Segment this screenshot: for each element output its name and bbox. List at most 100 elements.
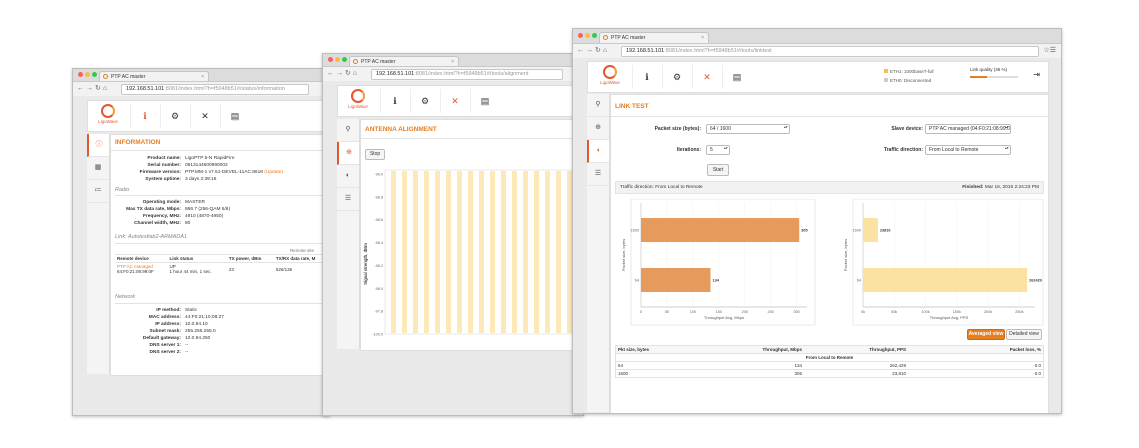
page-content: LigoWave ℹ ⚙ ✕ ▤ ⚲ ⊕ ◐ ☰ ANTENNA ALIGNME…	[323, 81, 583, 415]
star-menu-icon[interactable]: ☆☰	[1043, 47, 1056, 54]
signal-bar	[501, 171, 506, 333]
browser-tab[interactable]: PTP AC master ×	[99, 71, 209, 81]
device-icon[interactable]: ▤	[470, 89, 499, 113]
packet-size-select[interactable]: 64 / 1600	[706, 124, 790, 134]
information-icon[interactable]: ⓘ	[87, 134, 109, 157]
url-field[interactable]: 192.168.51.101:8081/index.html?h=f5948b5…	[121, 84, 309, 95]
x-axis-label: Throughput Avg, Mbps	[704, 315, 744, 320]
nav-buttons[interactable]: ←→↻⌂	[77, 85, 110, 92]
gear-icon[interactable]: ⚙	[410, 89, 439, 113]
table-row[interactable]: PTP AC managed 64:F0:21:08:99:0F UP 1 hour…	[117, 264, 293, 274]
sidebar: ⚲ ⊕ ◐ ☰	[587, 94, 610, 412]
browser-tab[interactable]: PTP AC master ×	[599, 32, 709, 43]
sidebar: ⚲ ⊕ ◐ ☰	[337, 119, 360, 349]
signal-bar	[523, 171, 528, 333]
x-tick-label: 150k	[953, 310, 961, 314]
close-tab-icon[interactable]: ×	[701, 35, 704, 41]
alignment-icon[interactable]: ⊕	[587, 117, 609, 140]
detailed-view-button[interactable]: Detailed view	[1006, 329, 1042, 340]
search-icon[interactable]: ⚲	[587, 94, 609, 117]
category-label: 64	[857, 278, 861, 282]
page-title: INFORMATION	[115, 139, 161, 146]
y-axis-label: Packet size, bytes	[621, 239, 626, 271]
table-row[interactable]: 1600 305 23,810 0.0	[615, 369, 1044, 378]
gear-icon[interactable]: ⚙	[662, 65, 691, 89]
info-panel: INFORMATION Product name: LigoPTP 5-N Rap…	[110, 134, 329, 376]
data-label: 305	[801, 229, 807, 233]
logo-icon	[351, 89, 365, 103]
signal-bar	[413, 171, 418, 333]
favicon-icon	[103, 74, 108, 79]
network-info: IP method: Static MAC address: 44:F0:21:10…	[142, 308, 224, 355]
bandwidth-icon[interactable]: ☰	[587, 163, 609, 186]
stop-button[interactable]: Stop	[365, 149, 385, 160]
device-info: Product name: LigoPTP 5-N RapidFire Seria…	[139, 156, 283, 182]
tools-icon[interactable]: ✕	[692, 65, 721, 89]
tab-strip: PTP AC master ×	[73, 69, 329, 82]
search-icon[interactable]: ⚲	[337, 119, 359, 142]
slave-device-select[interactable]: PTP AC managed (04:F0:21:08:99:0	[925, 124, 1011, 134]
throughput-charts: 0 50 100 150 200 250 300 Throughput Avg, Mbps Pa…	[621, 199, 1044, 326]
speed-icon[interactable]: ◐	[587, 140, 609, 163]
address-bar: ←→↻⌂ 192.168.51.101:8081/index.html?h=f5…	[323, 67, 583, 82]
device-icon[interactable]: ▤	[722, 65, 751, 89]
info-nav-icon[interactable]: ℹ	[130, 104, 159, 128]
logout-icon[interactable]: ⇥	[1033, 70, 1040, 79]
tab-strip: PTP AC master ×	[323, 54, 583, 67]
top-nav: LigoWave ℹ ⚙ ✕ ▤	[87, 100, 329, 132]
logo[interactable]: LigoWave	[92, 104, 124, 128]
close-tab-icon[interactable]: ×	[201, 74, 204, 80]
category-label: 1600	[853, 229, 861, 233]
signal-bar	[534, 171, 539, 333]
logo[interactable]: LigoWave	[342, 89, 374, 113]
update-link[interactable]: (Update)	[264, 170, 283, 175]
table-row[interactable]: 64 134 262,429 0.0	[615, 361, 1044, 370]
x-tick-label: 0	[640, 310, 642, 314]
iterations-label: Iterations:	[676, 147, 701, 153]
y-tick-label: -98.0	[374, 287, 383, 291]
y-tick-label: -98.6	[374, 218, 383, 222]
iterations-select[interactable]: 5	[706, 145, 730, 155]
slave-device-label: Slave device:	[891, 126, 923, 132]
logo[interactable]: LigoWave	[594, 65, 626, 89]
x-tick-label: 250	[768, 310, 774, 314]
info-nav-icon[interactable]: ℹ	[380, 89, 409, 113]
signal-bar	[391, 171, 396, 333]
device-icon[interactable]: ▤	[220, 104, 249, 128]
traffic-direction-select[interactable]: From Local to Remote	[925, 145, 1011, 155]
eth1-status-icon	[884, 69, 888, 73]
browser-window-information: PTP AC master × ←→↻⌂ 192.168.51.101:8081/…	[72, 68, 330, 416]
speed-icon[interactable]: ◐	[337, 165, 359, 188]
y-tick-label: -100.0	[372, 333, 383, 337]
page-content: LigoWave ℹ ⚙ ✕ ▤ ⓘ ▦ ≔ INFORMATION Produ…	[73, 96, 329, 415]
signal-bar	[490, 171, 495, 333]
tools-icon[interactable]: ✕	[190, 104, 219, 128]
statistics-icon[interactable]: ▦	[87, 157, 109, 180]
link-quality: Link quality (36 %)	[970, 67, 1018, 78]
x-tick-label: 200k	[984, 310, 992, 314]
alignment-icon[interactable]: ⊕	[337, 142, 359, 165]
tools-icon[interactable]: ✕	[440, 89, 469, 113]
tab-strip: PTP AC master ×	[573, 29, 1061, 44]
url-field[interactable]: 192.168.51.101:8081/index.html?h=f5948b5…	[371, 69, 563, 80]
bandwidth-icon[interactable]: ☰	[337, 188, 359, 211]
eth0-status-icon	[884, 78, 888, 82]
graph-icon[interactable]: ≔	[87, 180, 109, 203]
bar	[641, 218, 800, 243]
chart-frame	[630, 199, 816, 326]
url-field[interactable]: 192.168.51.101:8081/index.html?h=f5948b5…	[621, 46, 1039, 57]
browser-tab[interactable]: PTP AC master ×	[349, 56, 459, 66]
x-tick-label: 300	[793, 310, 799, 314]
x-tick-label: 50	[665, 310, 669, 314]
close-tab-icon[interactable]: ×	[451, 59, 454, 65]
info-nav-icon[interactable]: ℹ	[632, 65, 661, 89]
page-content: LigoWave ℹ ⚙ ✕ ▤ ETH1: 1000baseT-full ET…	[573, 58, 1061, 413]
averaged-view-button[interactable]: Averaged view	[967, 329, 1005, 340]
nav-buttons[interactable]: ←→↻⌂	[327, 70, 360, 77]
nav-buttons[interactable]: ←→↻⌂	[577, 47, 610, 54]
start-button[interactable]: Start	[707, 164, 729, 176]
gear-icon[interactable]: ⚙	[160, 104, 189, 128]
y-tick-label: -97.8	[374, 310, 383, 314]
y-axis-label: Signal strength, dBm	[363, 243, 368, 285]
linktest-panel: LINK TEST Packet size (bytes): 64 / 1600…	[610, 94, 1049, 413]
